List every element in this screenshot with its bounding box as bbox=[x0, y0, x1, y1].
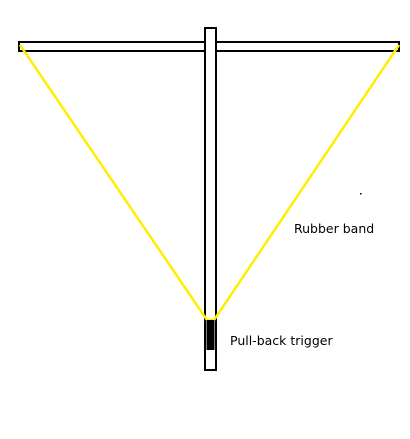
pull-back-trigger-label: Pull-back trigger bbox=[230, 333, 333, 348]
stray-dot bbox=[360, 193, 362, 195]
rubber-band-label: Rubber band bbox=[294, 221, 375, 236]
pull-back-trigger bbox=[206, 320, 215, 350]
vertical-stock bbox=[204, 27, 217, 371]
